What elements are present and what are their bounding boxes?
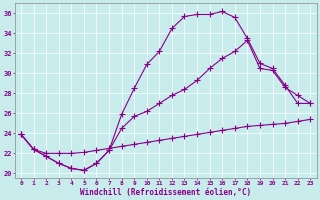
X-axis label: Windchill (Refroidissement éolien,°C): Windchill (Refroidissement éolien,°C): [80, 188, 251, 197]
